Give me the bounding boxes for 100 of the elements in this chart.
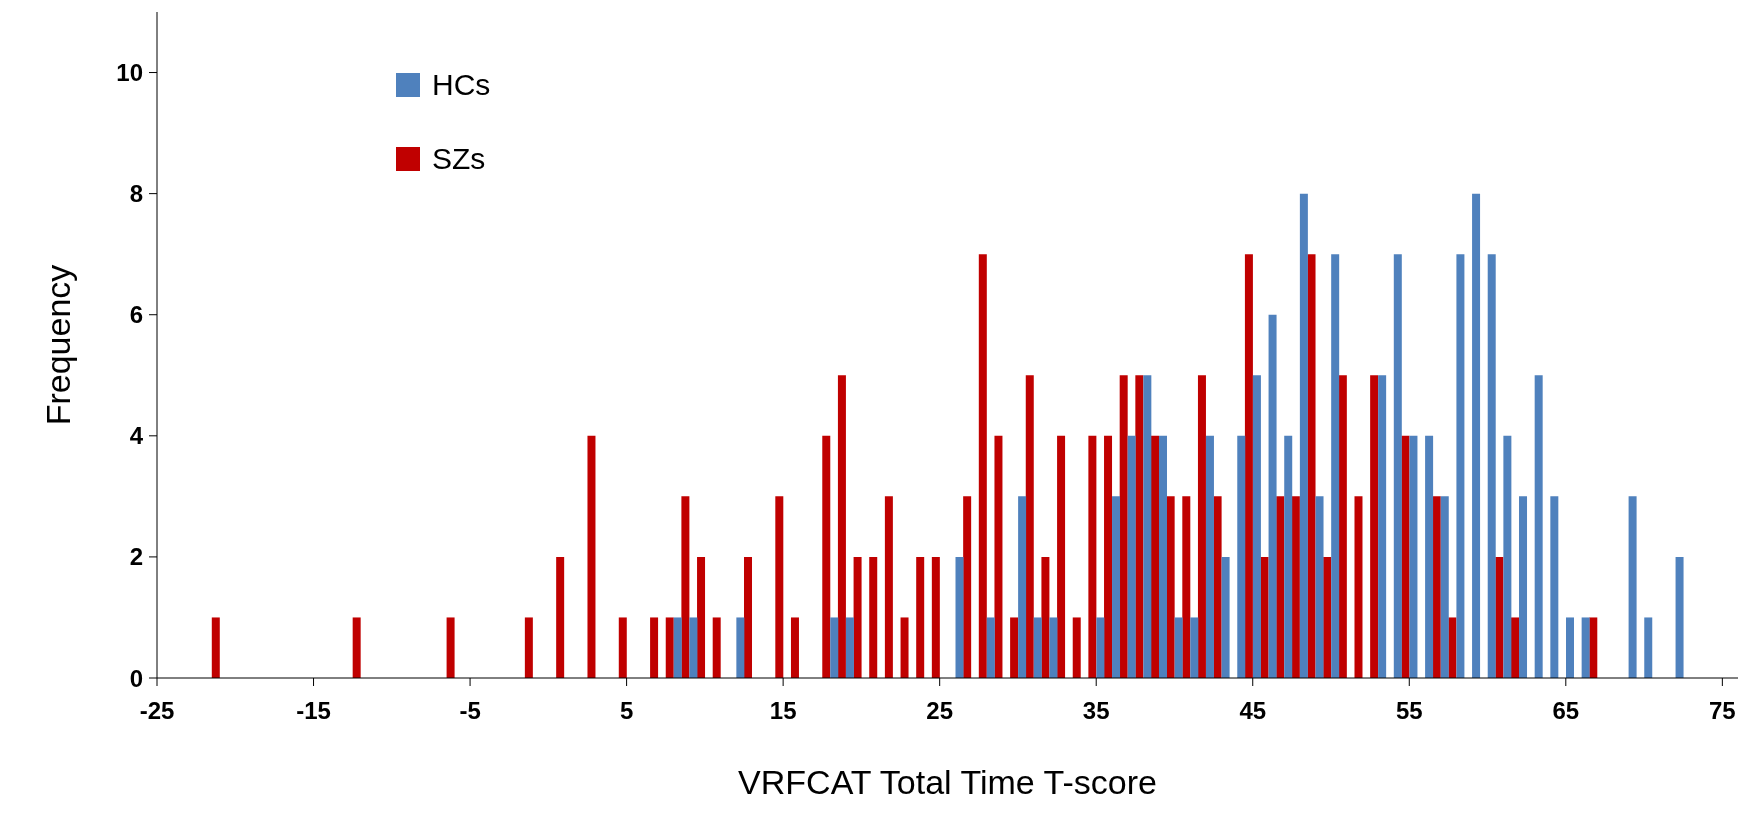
x-tick-label: 5 (619, 697, 634, 725)
bar (446, 617, 455, 678)
bar (1284, 435, 1293, 678)
bar (1182, 496, 1191, 678)
bar (931, 556, 940, 678)
bar (884, 496, 893, 678)
bar (1096, 617, 1105, 678)
bar (1338, 375, 1347, 678)
bar (712, 617, 721, 678)
bar (1143, 375, 1152, 678)
x-tick-label: 75 (1708, 697, 1736, 725)
bar (665, 617, 674, 678)
bar (1503, 435, 1512, 678)
bar (352, 617, 361, 678)
bar (1213, 496, 1222, 678)
bar (955, 556, 964, 678)
bar (1534, 375, 1543, 678)
y-tick-label: 8 (129, 180, 143, 208)
bar (524, 617, 533, 678)
bar (1581, 617, 1590, 678)
bar (1370, 375, 1379, 678)
bar (853, 556, 862, 678)
bar (211, 617, 220, 678)
bar (618, 617, 627, 678)
x-tick-label: 15 (769, 697, 797, 725)
bar (1440, 496, 1449, 678)
bar (673, 617, 682, 678)
bar (1550, 496, 1559, 678)
bar (1331, 254, 1340, 678)
x-tick-label: 45 (1239, 697, 1267, 725)
bar (744, 556, 753, 678)
bar (1487, 254, 1496, 678)
y-tick-label: 4 (129, 422, 144, 450)
bar (1018, 496, 1027, 678)
bar (978, 254, 987, 678)
bar (1511, 617, 1520, 678)
bar (587, 435, 596, 678)
x-tick-label: -15 (296, 697, 331, 725)
bar (1519, 496, 1528, 678)
bar (1565, 617, 1574, 678)
x-tick-label: -5 (459, 697, 481, 725)
bar (775, 496, 784, 678)
bar (1166, 496, 1175, 678)
x-tick-label: -25 (139, 697, 175, 725)
bar (681, 496, 690, 678)
bar (1299, 193, 1308, 678)
bar (1033, 617, 1042, 678)
bar (869, 556, 878, 678)
bar (1088, 435, 1097, 678)
legend-label: SZs (432, 142, 486, 176)
bar (1049, 617, 1058, 678)
bar (1268, 314, 1277, 678)
bar (1072, 617, 1081, 678)
bar (1456, 254, 1465, 678)
bar (1119, 375, 1128, 678)
bar (1237, 435, 1246, 678)
bar (1378, 375, 1387, 678)
bar (1244, 254, 1253, 678)
bar (916, 556, 925, 678)
bar (1628, 496, 1637, 678)
bar (845, 617, 854, 678)
y-axis-title: Frequency (39, 264, 78, 426)
bar (900, 617, 909, 678)
x-tick-label: 55 (1395, 697, 1423, 725)
bar (1409, 435, 1418, 678)
bar (1221, 556, 1230, 678)
bar (822, 435, 831, 678)
bar (1315, 496, 1324, 678)
x-axis-title: VRFCAT Total Time T-score (738, 763, 1157, 801)
bar (994, 435, 1003, 678)
bar (1197, 375, 1206, 678)
bar (1675, 556, 1684, 678)
x-tick-label: 65 (1552, 697, 1580, 725)
bar (830, 617, 839, 678)
bar (1112, 496, 1121, 678)
bar (1260, 556, 1269, 678)
bar (1025, 375, 1034, 678)
bar (1135, 375, 1144, 678)
bar (697, 556, 706, 678)
y-tick-label: 0 (129, 664, 143, 692)
x-tick-label: 25 (926, 697, 954, 725)
bar (1127, 435, 1136, 678)
bar (1158, 435, 1167, 678)
bar (963, 496, 972, 678)
bar (1010, 617, 1019, 678)
bar (650, 617, 659, 678)
bar (986, 617, 995, 678)
bar (1425, 435, 1434, 678)
legend-label: HCs (432, 68, 491, 102)
y-tick-label: 10 (116, 59, 143, 87)
bar (556, 556, 565, 678)
bar (1057, 435, 1066, 678)
bar (689, 617, 698, 678)
bar (736, 617, 745, 678)
bar (1307, 254, 1316, 678)
bar (1393, 254, 1402, 678)
bar (1205, 435, 1214, 678)
bar (1354, 496, 1363, 678)
bar (1644, 617, 1653, 678)
bar (1174, 617, 1183, 678)
